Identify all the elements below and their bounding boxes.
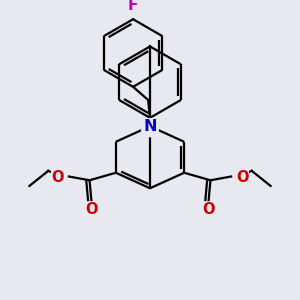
Text: N: N: [143, 119, 157, 134]
Text: O: O: [85, 202, 98, 217]
Text: Cl: Cl: [142, 122, 158, 136]
Text: O: O: [236, 170, 248, 185]
Text: O: O: [52, 170, 64, 185]
Text: O: O: [202, 202, 215, 217]
Text: F: F: [128, 0, 138, 13]
